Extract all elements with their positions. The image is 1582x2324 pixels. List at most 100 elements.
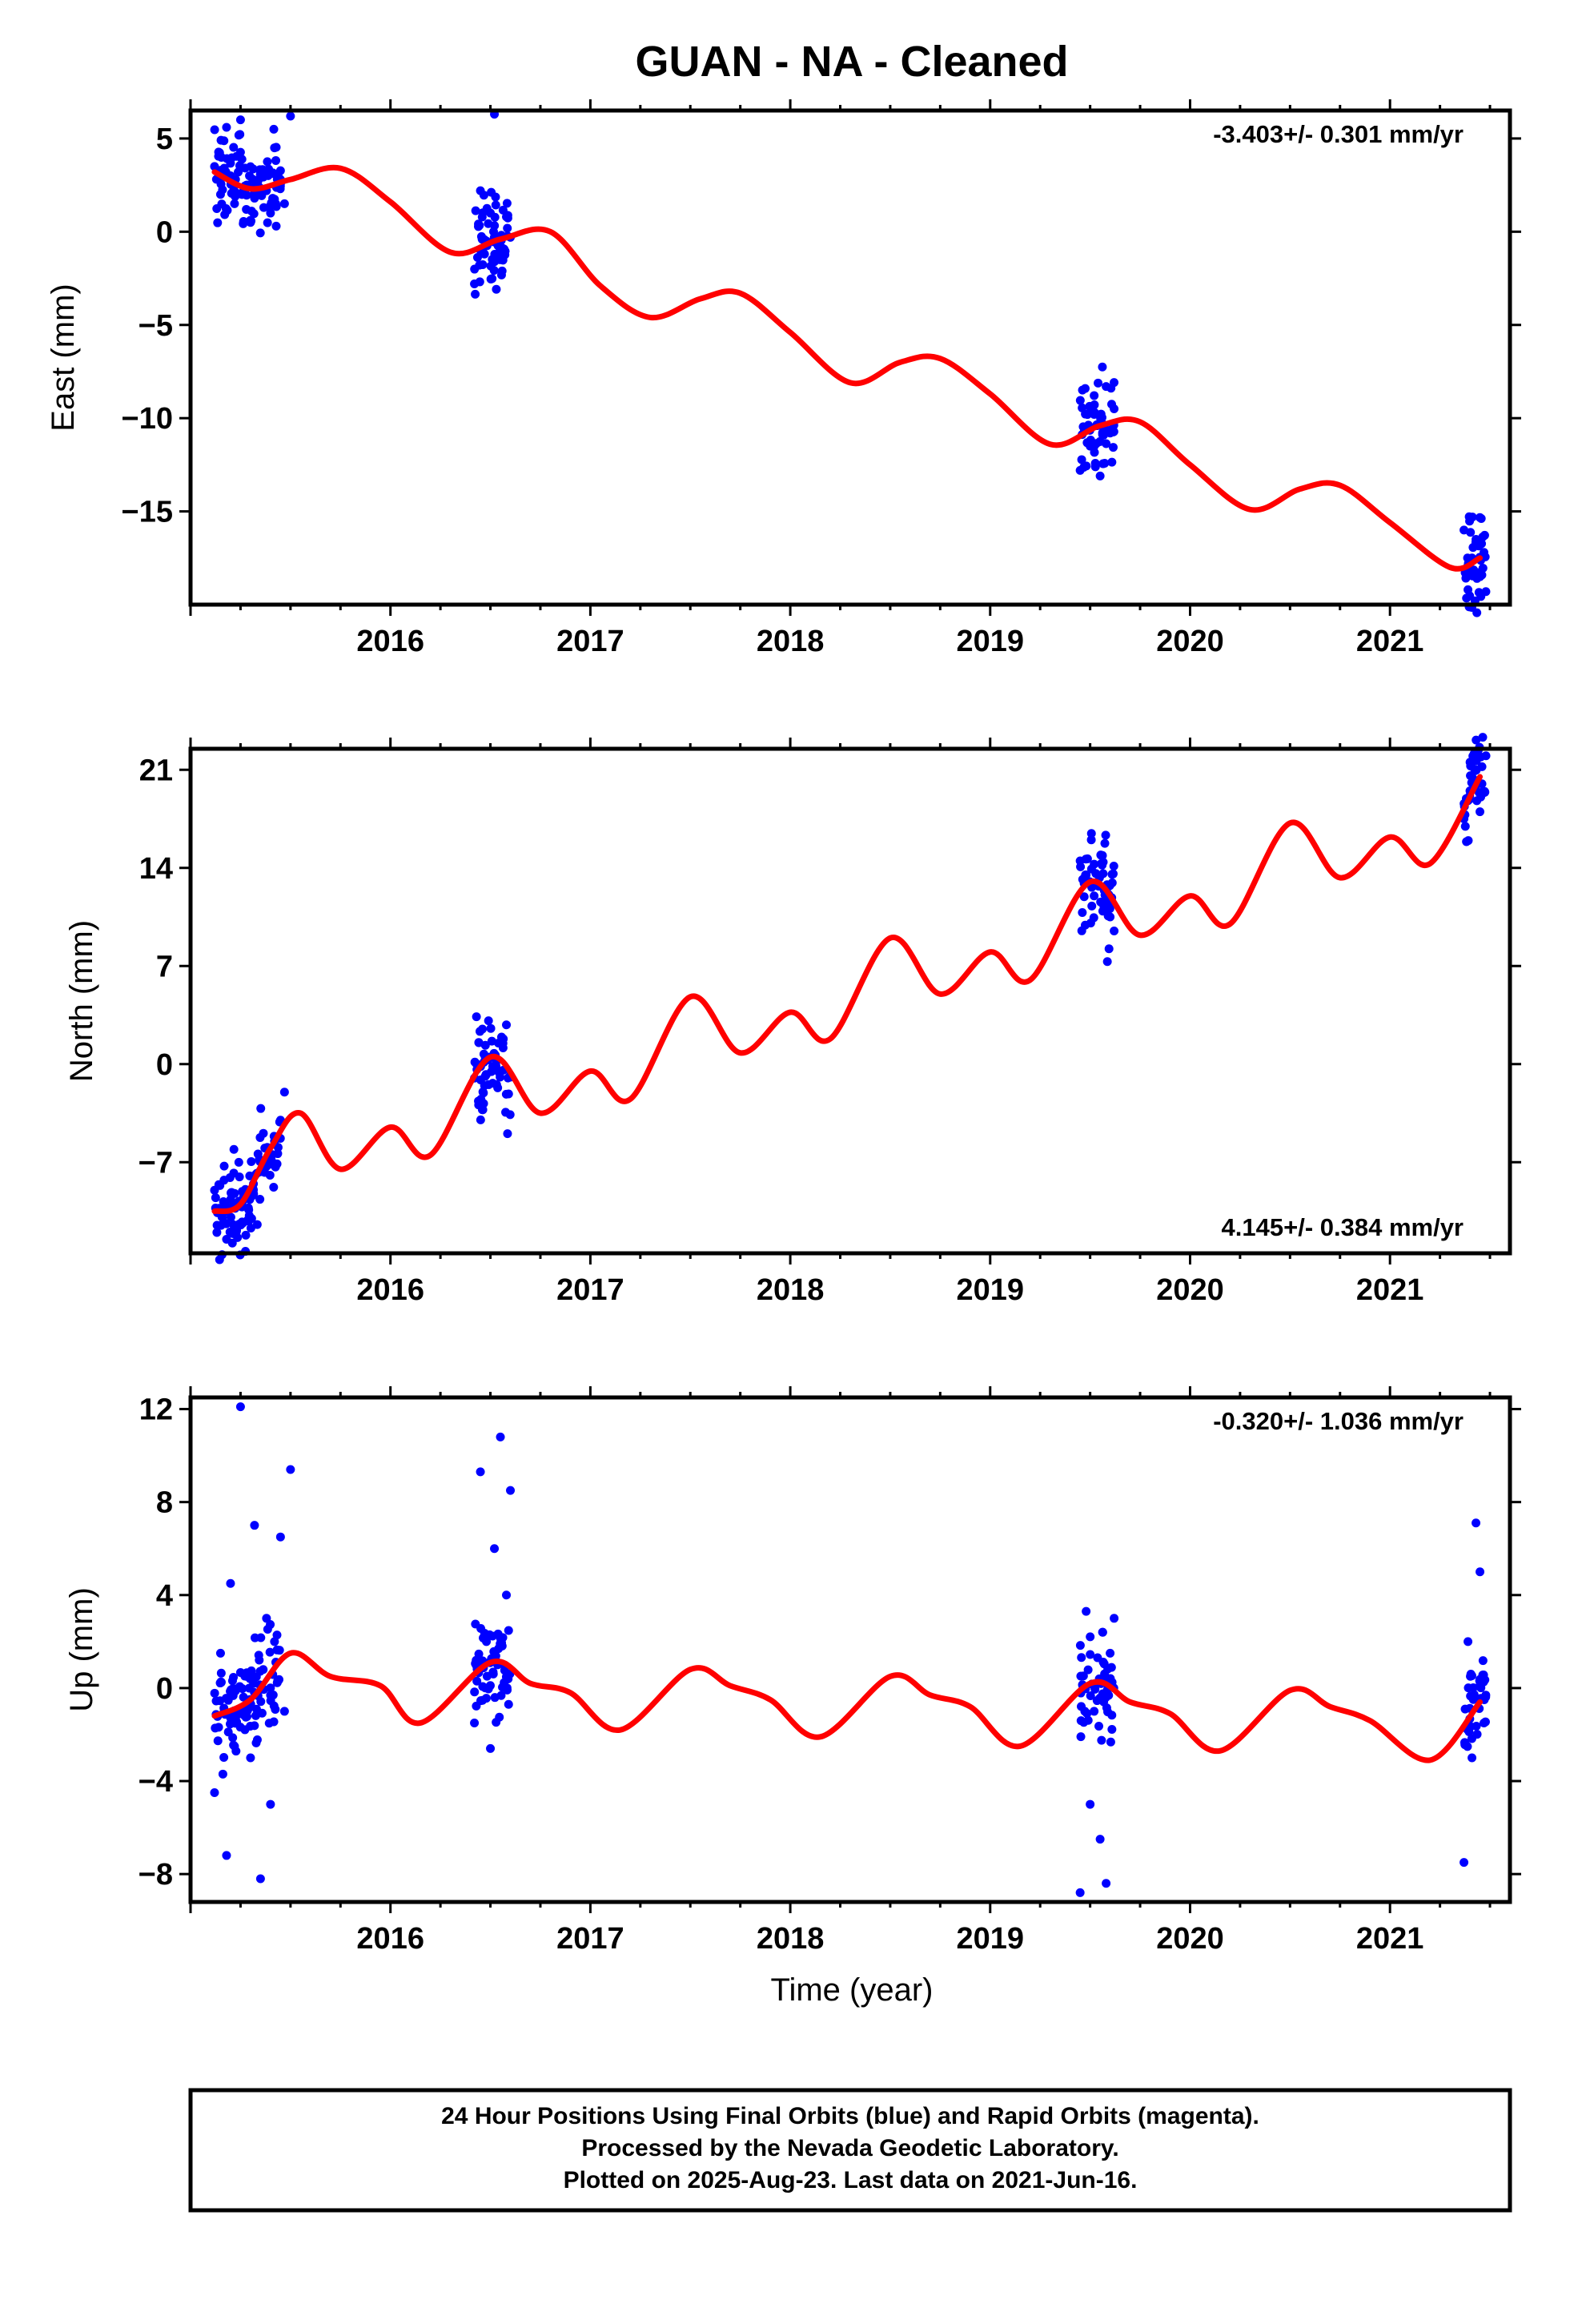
data-point <box>1102 439 1111 448</box>
data-point <box>1479 1677 1488 1687</box>
data-point <box>265 1647 275 1657</box>
data-point <box>486 208 496 218</box>
data-point <box>226 1212 235 1222</box>
data-point <box>500 1678 509 1687</box>
plot-frame <box>188 746 1512 1256</box>
data-point <box>254 1651 263 1660</box>
x-tick-label: 2019 <box>957 625 1025 658</box>
data-point <box>1086 1691 1095 1700</box>
data-point <box>218 1212 227 1222</box>
data-point <box>470 279 480 289</box>
data-point <box>488 274 497 283</box>
data-point <box>219 1161 229 1171</box>
data-point <box>1086 1799 1095 1809</box>
data-point <box>271 155 281 165</box>
data-point <box>1078 908 1087 918</box>
data-point <box>484 1016 493 1026</box>
data-point <box>506 1486 516 1495</box>
data-point <box>230 199 239 208</box>
data-point <box>1098 869 1108 879</box>
data-point <box>1098 459 1108 468</box>
east-panel: 2016 2017 2018 2019 2020 2021 5 0 −5 −10 −15 East (… <box>46 99 1521 658</box>
data-point <box>1086 1632 1095 1642</box>
data-point <box>1099 1697 1109 1707</box>
y-tick-label: −4 <box>139 1765 173 1799</box>
data-point <box>1090 891 1099 901</box>
data-point <box>1460 822 1470 831</box>
data-point <box>1105 904 1114 914</box>
data-point <box>234 131 243 140</box>
data-point <box>471 289 480 299</box>
data-point <box>229 1168 239 1178</box>
data-point <box>504 1626 513 1635</box>
data-point <box>271 221 281 231</box>
data-point <box>1106 912 1115 922</box>
data-point <box>1079 892 1089 902</box>
data-point <box>1080 920 1090 930</box>
data-point <box>1095 1835 1105 1844</box>
data-point <box>1102 382 1111 392</box>
data-point <box>494 1644 504 1654</box>
data-point <box>474 1096 484 1106</box>
up-panel: 2016 2017 2018 2019 2020 2021 12 8 4 0 −4 −8 Up (mm)… <box>64 1386 1521 1956</box>
data-point <box>1472 535 1481 545</box>
data-point <box>1095 471 1105 480</box>
data-point <box>471 1619 480 1629</box>
data-point <box>231 1227 241 1236</box>
data-point <box>496 255 505 264</box>
data-point <box>226 159 235 168</box>
data-point <box>270 143 279 153</box>
data-point <box>255 1195 265 1204</box>
data-point <box>1086 835 1096 845</box>
data-point <box>247 1157 256 1167</box>
data-point <box>484 219 493 228</box>
data-point <box>482 1637 492 1647</box>
data-point <box>1075 1641 1085 1651</box>
data-point <box>1078 1671 1088 1681</box>
data-point <box>246 1753 255 1763</box>
data-point <box>223 1727 233 1737</box>
data-point <box>213 218 223 227</box>
data-point <box>1097 1735 1106 1745</box>
data-point <box>241 1230 251 1240</box>
y-tick-label: 5 <box>156 123 173 156</box>
data-point <box>1107 1725 1117 1735</box>
data-point <box>269 124 279 134</box>
data-point <box>502 212 512 222</box>
data-point <box>215 1696 225 1706</box>
x-tick-label: 2021 <box>1356 625 1424 658</box>
data-point <box>1089 913 1098 923</box>
model-curve <box>211 164 1484 572</box>
data-point <box>1086 829 1096 838</box>
data-point <box>275 1532 285 1542</box>
data-point <box>210 1688 219 1698</box>
data-cluster <box>1460 1518 1491 1868</box>
data-point <box>474 1038 484 1047</box>
data-point <box>286 111 295 121</box>
data-point <box>250 1721 259 1731</box>
data-point <box>1106 428 1115 438</box>
data-point <box>212 1228 222 1237</box>
data-point <box>1463 1742 1472 1751</box>
data-point <box>1478 532 1488 541</box>
data-point <box>235 1402 245 1412</box>
data-point <box>212 203 222 213</box>
data-point <box>226 1578 235 1588</box>
x-tick-label: 2017 <box>556 1922 624 1956</box>
data-point <box>1472 608 1482 617</box>
data-point <box>1464 1637 1473 1647</box>
data-point <box>1464 585 1473 594</box>
data-point <box>227 1188 236 1197</box>
data-point <box>216 135 226 145</box>
data-point <box>263 218 272 227</box>
data-point <box>250 1633 259 1642</box>
data-point <box>215 190 225 199</box>
data-point <box>1102 1879 1111 1888</box>
data-point <box>1478 1656 1488 1666</box>
data-point <box>235 115 245 125</box>
data-point <box>257 1708 267 1718</box>
data-point <box>481 1070 491 1080</box>
data-point <box>1100 838 1110 848</box>
data-point <box>210 162 219 171</box>
